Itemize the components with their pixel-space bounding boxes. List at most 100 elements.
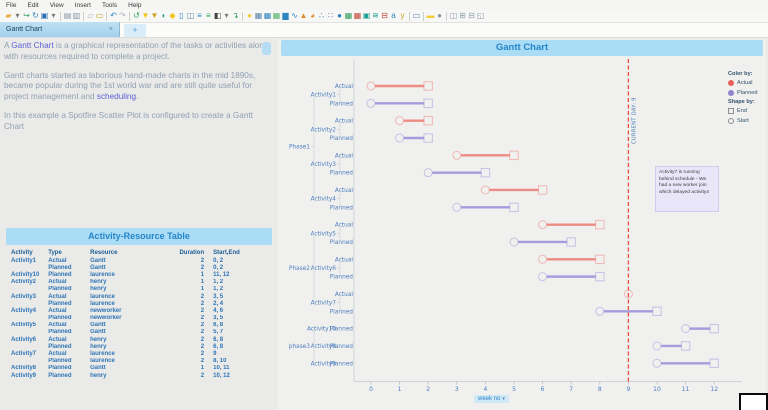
- data-panel-icon[interactable]: ≡: [206, 11, 211, 20]
- gantt-bar-activity1-actual[interactable]: [366, 81, 433, 91]
- gantt-bar-activity5-actual[interactable]: [538, 219, 605, 230]
- menu-view[interactable]: View: [49, 1, 64, 9]
- filter-icon[interactable]: ▼: [141, 11, 150, 20]
- column-header-duration[interactable]: Duration: [179, 250, 205, 256]
- copy-icon[interactable]: ▱: [87, 11, 94, 20]
- new-tab-button[interactable]: +: [124, 24, 146, 37]
- recommendations-icon[interactable]: ●: [247, 11, 252, 20]
- heat-map-icon[interactable]: ▦: [353, 11, 362, 20]
- layout-grid-icon[interactable]: ⊞: [459, 11, 466, 20]
- bookmark-icon[interactable]: ◆: [169, 11, 176, 20]
- table-row[interactable]: Activity4 Actual newworker 2 4, 6: [4, 307, 274, 314]
- menu-tools[interactable]: Tools: [101, 1, 118, 9]
- refresh-linked-icon[interactable]: ↻: [32, 11, 39, 20]
- table-row[interactable]: Activity1 Actual Gantt 2 0, 2: [4, 257, 274, 264]
- reload-data-icon[interactable]: ↺: [133, 11, 140, 20]
- layout-custom-icon[interactable]: ◱: [476, 11, 485, 20]
- menu-edit[interactable]: Edit: [27, 1, 39, 9]
- gantt-bar-activity2-planned[interactable]: [395, 133, 433, 143]
- scatter-plot-icon[interactable]: ∴: [318, 11, 325, 20]
- gantt-bar-activity6-planned[interactable]: [538, 271, 605, 282]
- table-row[interactable]: Activity6 Actual henry 2 6, 8: [4, 336, 274, 343]
- save-icon[interactable]: ▣: [40, 11, 49, 20]
- scatter-3d-icon[interactable]: ∷: [327, 11, 334, 20]
- menu-file[interactable]: File: [6, 1, 17, 9]
- gantt-bar-activity4-actual[interactable]: [480, 185, 548, 195]
- menu-help[interactable]: Help: [128, 1, 142, 9]
- gantt-bar-activity10-planned[interactable]: [681, 323, 719, 334]
- undo-icon[interactable]: ↶: [110, 11, 117, 20]
- print-preview-icon[interactable]: ▥: [72, 11, 81, 20]
- collaboration-icon[interactable]: ◫: [186, 11, 195, 20]
- intro-link[interactable]: scheduling: [96, 92, 137, 102]
- legend-item-start[interactable]: Start: [728, 117, 765, 124]
- table-row[interactable]: Activity2 Actual henry 1 1, 2: [4, 279, 274, 286]
- gantt-bar-activity5-planned[interactable]: [509, 237, 576, 247]
- table-row[interactable]: Planned henry 2 6, 8: [4, 343, 274, 350]
- table-row[interactable]: Activity8 Planned Gantt 1 10, 11: [4, 365, 274, 372]
- redo-icon[interactable]: ↷: [119, 11, 126, 20]
- gantt-bar-activity1-planned[interactable]: [366, 98, 433, 109]
- notes-icon[interactable]: ▬: [426, 11, 435, 20]
- column-header-resource[interactable]: Resource: [90, 250, 118, 256]
- display-icon[interactable]: ◧: [213, 11, 222, 20]
- filters-panel-icon[interactable]: ≡: [197, 11, 202, 20]
- annotation-note[interactable]: Activity7 is running behind schedule - W…: [655, 166, 719, 212]
- js-visual-icon[interactable]: y: [400, 11, 405, 20]
- table-row[interactable]: Activity9 Planned henry 2 10, 12: [4, 372, 274, 379]
- combination-chart-icon[interactable]: ▲: [299, 11, 308, 20]
- paste-icon[interactable]: ▭: [95, 11, 104, 20]
- open-folder-icon[interactable]: ▰: [5, 11, 12, 20]
- open-dropdown-icon[interactable]: ▾: [15, 11, 20, 20]
- gantt-bar-activity2-actual[interactable]: [395, 115, 433, 126]
- gantt-bar-activity6-actual[interactable]: [538, 254, 605, 265]
- save-dropdown-icon[interactable]: ▾: [51, 11, 56, 20]
- table-row[interactable]: Activity7 Actual laurence 2 9: [4, 350, 274, 357]
- display-dropdown-icon[interactable]: ▾: [224, 11, 229, 20]
- kpi-chart-icon[interactable]: ▣: [362, 11, 371, 20]
- gantt-bar-activity8-planned[interactable]: [652, 341, 691, 351]
- table-row[interactable]: Planned Gantt 2 5, 7: [4, 329, 274, 336]
- filter-organize-icon[interactable]: ▼: [150, 11, 159, 20]
- treemap-icon[interactable]: ▦: [344, 11, 353, 20]
- intro-link[interactable]: Gantt Chart: [11, 41, 54, 50]
- bar-chart-icon[interactable]: ▆: [282, 11, 289, 20]
- graphical-table-icon[interactable]: ▦: [272, 11, 281, 20]
- table-row[interactable]: Planned laurence 2 2, 4: [4, 300, 274, 307]
- table-row[interactable]: Activity3 Actual laurence 2 3, 5: [4, 293, 274, 300]
- cross-table-icon[interactable]: ▦: [263, 11, 272, 20]
- line-chart-icon[interactable]: ∿: [291, 11, 298, 20]
- web-player-icon[interactable]: ▭: [412, 11, 421, 20]
- box-plot-icon[interactable]: ⊟: [381, 11, 388, 20]
- tags-icon[interactable]: ◗: [161, 11, 166, 20]
- table-row[interactable]: Planned henry 1 1, 2: [4, 286, 274, 293]
- column-header-type[interactable]: Type: [48, 250, 62, 256]
- pie-chart-icon[interactable]: ◕: [310, 11, 315, 20]
- gantt-bar-activity4-planned[interactable]: [452, 202, 519, 213]
- table-icon[interactable]: ▦: [254, 11, 263, 20]
- table-row[interactable]: Planned newworker 2 3, 5: [4, 315, 274, 322]
- map-chart-icon[interactable]: ●: [337, 11, 342, 20]
- layout-side-by-side-icon[interactable]: ◫: [449, 11, 458, 20]
- layout-stacked-icon[interactable]: ⊟: [468, 11, 475, 20]
- parallel-coordinate-icon[interactable]: ≋: [372, 11, 379, 20]
- gantt-bar-activity3-planned[interactable]: [423, 167, 491, 178]
- column-header-start-end[interactable]: Start,End: [213, 250, 240, 256]
- gantt-bar-activity7-planned[interactable]: [595, 306, 662, 316]
- table-row[interactable]: Planned laurence 2 8, 10: [4, 358, 274, 365]
- tab-gantt-chart[interactable]: Gantt Chart ×: [0, 22, 120, 37]
- details-icon[interactable]: ▯: [179, 11, 184, 20]
- table-row[interactable]: Activity5 Actual Gantt 2 6, 8: [4, 322, 274, 329]
- send-icon[interactable]: ↪: [23, 11, 30, 20]
- tab-close-icon[interactable]: ×: [108, 26, 113, 33]
- text-area-icon[interactable]: a: [391, 11, 396, 20]
- table-row[interactable]: Planned Gantt 2 0, 2: [4, 264, 274, 271]
- legend-item-actual[interactable]: Actual: [728, 80, 765, 86]
- legend-item-planned[interactable]: Planned: [728, 89, 765, 96]
- intro-scrollbar-thumb[interactable]: [262, 42, 271, 55]
- legend-item-end[interactable]: End: [728, 108, 765, 114]
- column-header-activity[interactable]: Activity: [11, 250, 33, 256]
- gantt-bar-activity9-planned[interactable]: [652, 358, 719, 368]
- x-axis-selector[interactable]: week no ▾: [474, 395, 509, 403]
- export-icon[interactable]: ↴: [232, 11, 239, 20]
